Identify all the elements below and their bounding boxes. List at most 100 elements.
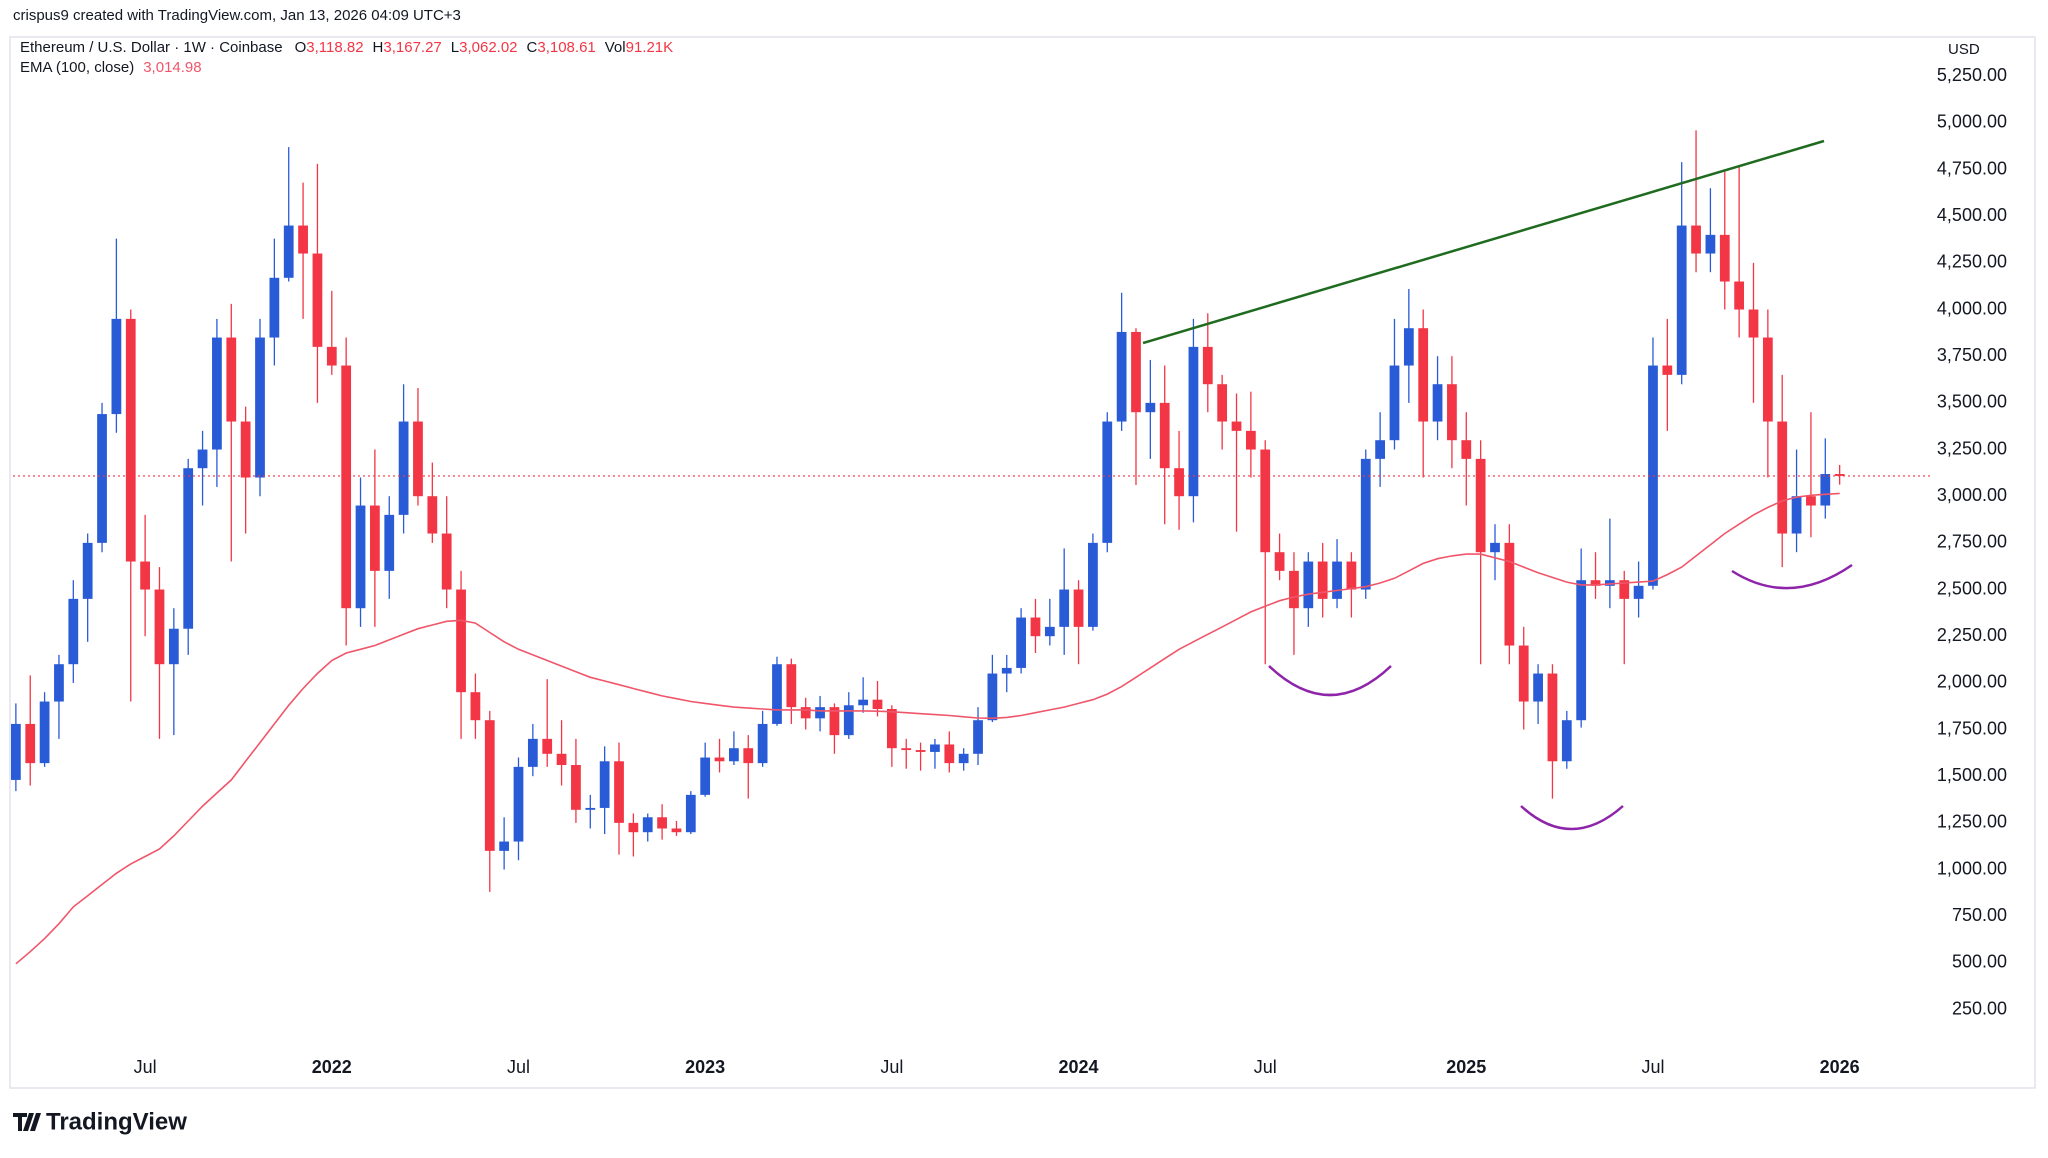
candle-body	[341, 365, 352, 609]
pattern-arc	[1731, 563, 1853, 590]
candle-body	[628, 822, 639, 833]
candle-body	[398, 421, 409, 515]
candle-body	[39, 701, 50, 764]
candle-body	[815, 707, 825, 719]
candle-body	[1648, 365, 1658, 586]
x-tick-label: 2025	[1446, 1057, 1486, 1077]
candle-body	[743, 748, 754, 764]
candle-body	[1475, 458, 1486, 553]
candle-body	[54, 664, 64, 702]
trend-line	[1142, 139, 1825, 345]
candle-body	[973, 720, 983, 754]
candle-body	[470, 692, 481, 721]
candle-body	[1030, 617, 1041, 637]
candle-body	[1059, 589, 1070, 627]
candle-body	[10, 723, 21, 780]
ohlc-value: 3,167.27	[383, 39, 441, 56]
ohlc-value: 3,108.61	[537, 39, 595, 56]
volume-key: Vol	[605, 39, 626, 56]
x-tick-label: Jul	[1641, 1057, 1664, 1077]
candle-body	[1102, 421, 1113, 543]
candle-body	[872, 699, 883, 709]
candle-body	[1131, 331, 1141, 413]
y-tick-label: 2,750.00	[1937, 532, 2007, 552]
candle-body	[1518, 645, 1529, 702]
candle-body	[1332, 561, 1342, 599]
candle-body	[1289, 570, 1299, 609]
logo-icon	[13, 1113, 41, 1131]
candle-body	[1375, 440, 1386, 459]
y-tick-label: 3,500.00	[1937, 392, 2007, 412]
candle-body	[901, 748, 912, 751]
candle-body	[1504, 542, 1515, 646]
candle-body	[298, 225, 308, 254]
y-tick-label: 3,750.00	[1937, 345, 2007, 365]
candle-body	[542, 738, 553, 754]
candle-body	[757, 723, 768, 764]
candle-body	[283, 225, 294, 278]
y-tick-label: 4,250.00	[1937, 252, 2007, 272]
y-tick-label: 2,500.00	[1937, 578, 2007, 598]
ohlc-key: C	[527, 39, 538, 56]
candle-body	[1073, 589, 1084, 627]
ohlc-key: L	[451, 39, 459, 56]
candle-body	[800, 707, 811, 719]
y-tick-label: 1,000.00	[1937, 858, 2007, 878]
candle-body	[657, 817, 667, 829]
y-tick-label: 4,000.00	[1937, 298, 2007, 318]
candle-body	[384, 514, 395, 571]
candle-body	[599, 761, 610, 808]
y-tick-label: 3,000.00	[1937, 485, 2007, 505]
candle-body	[829, 707, 840, 736]
candle-body	[240, 421, 251, 478]
y-tick-label: 1,500.00	[1937, 765, 2007, 785]
candle-body	[1576, 580, 1587, 721]
candle-body	[413, 421, 423, 497]
candle-body	[484, 720, 495, 851]
y-tick-label: 5,250.00	[1937, 65, 2007, 85]
candle-body	[614, 761, 624, 823]
candle-body	[571, 765, 581, 810]
candle-body	[858, 699, 869, 706]
candle-body	[1217, 384, 1228, 422]
candle-body	[556, 753, 567, 765]
candle-body	[255, 337, 265, 478]
pattern-arc	[1268, 665, 1392, 697]
candle-body	[1561, 720, 1572, 762]
candle-body	[1016, 617, 1026, 668]
candle-body	[729, 748, 739, 762]
ema-name: EMA (100, close)	[20, 59, 134, 76]
candle-body	[1533, 673, 1543, 702]
candle-body	[714, 757, 725, 762]
candle-body	[1820, 474, 1831, 506]
candle-body	[1088, 542, 1098, 627]
ohlc-key: H	[373, 39, 384, 56]
ohlc-key: O	[295, 39, 307, 56]
candle-body	[1791, 496, 1802, 534]
candle-body	[1116, 331, 1127, 422]
candle-body	[125, 318, 136, 562]
candle-body	[1346, 561, 1357, 590]
candle-body	[1676, 225, 1687, 375]
candle-body	[1418, 328, 1429, 422]
candle-body	[1590, 580, 1601, 586]
ohlc-value: 3,118.82	[306, 39, 363, 56]
x-tick-label: Jul	[880, 1057, 903, 1077]
plot	[10, 130, 1933, 965]
candle-body	[930, 744, 940, 752]
x-tick-label: Jul	[507, 1057, 530, 1077]
candle-body	[68, 598, 79, 665]
candle-body	[25, 723, 36, 764]
x-tick-label: 2026	[1820, 1057, 1860, 1077]
candle-body	[499, 841, 510, 851]
candle-body	[843, 705, 854, 736]
y-tick-label: 1,750.00	[1937, 718, 2007, 738]
y-tick-label: 4,750.00	[1937, 158, 2007, 178]
candle-body	[1260, 449, 1271, 553]
candle-body	[312, 253, 323, 347]
candle-body	[82, 542, 93, 599]
candle-body	[1705, 234, 1716, 254]
candle-body	[1806, 496, 1816, 506]
ema-value: 3,014.98	[143, 59, 201, 76]
